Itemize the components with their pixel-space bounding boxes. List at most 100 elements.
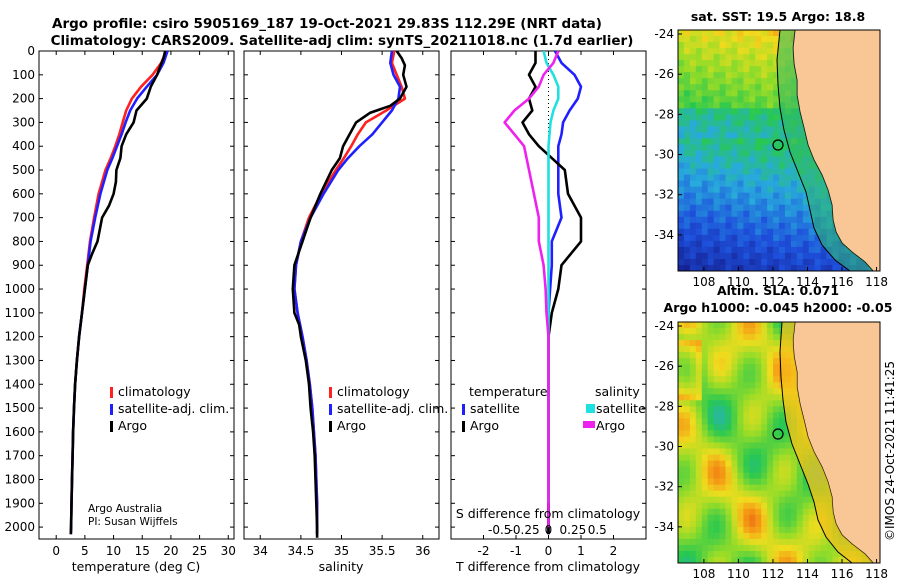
sst-map-frame <box>677 29 881 272</box>
sst-cell <box>773 150 780 158</box>
sst-cell <box>761 265 768 271</box>
sst-cell <box>790 174 798 182</box>
sla-cell <box>719 520 727 528</box>
sst-cell <box>683 114 691 121</box>
legend-label-climatology: climatology <box>337 384 410 399</box>
sst-cell <box>725 246 732 254</box>
sla-cell <box>784 436 792 444</box>
sst-cell <box>719 162 727 170</box>
sst-cell <box>707 198 715 206</box>
sst-cell <box>814 265 822 271</box>
sla-cell <box>773 478 780 486</box>
sla-cell <box>725 484 732 492</box>
sst-cell <box>695 259 703 266</box>
sla-cell <box>683 418 691 425</box>
sla-cell <box>701 496 709 504</box>
y-tick-label: 1500 <box>4 401 35 415</box>
sst-cell <box>701 246 709 254</box>
sla-cell <box>808 526 816 534</box>
sla-cell <box>743 520 750 528</box>
sst-cell <box>761 228 768 236</box>
sla-cell <box>689 544 697 552</box>
sla-cell <box>749 460 756 468</box>
sla-cell <box>713 496 721 504</box>
sst-cell <box>731 246 738 254</box>
sla-cell <box>808 551 816 558</box>
sst-cell <box>719 36 727 43</box>
sst-cell <box>683 180 691 188</box>
sst-cell <box>749 186 756 194</box>
sla-cell <box>713 328 721 335</box>
sst-cell <box>731 234 738 242</box>
sst-cell <box>737 234 744 242</box>
sla-cell <box>755 376 762 383</box>
sst-cell <box>713 60 721 67</box>
sla-cell <box>743 484 750 492</box>
sst-cell <box>707 90 715 97</box>
sst-cell <box>689 132 697 139</box>
map-x-tick-label: 112 <box>762 567 785 580</box>
sst-cell <box>796 234 804 242</box>
sst-cell <box>725 54 732 61</box>
sst-cell <box>695 246 703 254</box>
sst-cell <box>749 240 756 248</box>
sst-cell <box>779 222 786 230</box>
sst-cell <box>725 36 732 43</box>
sst-cell <box>689 252 697 260</box>
sst-cell <box>678 72 685 79</box>
sla-cell <box>773 436 780 444</box>
sst-cell <box>701 228 709 236</box>
sla-cell <box>731 490 738 498</box>
map-x-tick-label: 116 <box>831 275 854 289</box>
sla-cell <box>719 400 727 407</box>
sst-cell <box>695 240 703 248</box>
sst-cell <box>707 120 715 127</box>
sla-cell <box>695 424 703 431</box>
sst-cell <box>713 265 721 271</box>
sla-cell <box>731 376 738 383</box>
sst-cell <box>749 259 756 266</box>
sla-cell <box>749 490 756 498</box>
y-tick-label: 300 <box>12 115 35 129</box>
sst-cell <box>737 78 744 85</box>
sla-cell <box>737 496 744 504</box>
sla-cell <box>683 520 691 528</box>
sst-cell <box>749 216 756 224</box>
temperature-panel: 0100200300400500600700800900100011001200… <box>4 44 235 574</box>
sst-cell <box>719 138 727 145</box>
sla-cell <box>773 448 780 456</box>
sla-cell <box>761 532 768 540</box>
sst-cell <box>683 240 691 248</box>
x-tick-label: 2 <box>610 544 618 558</box>
sst-cell <box>707 72 715 79</box>
sst-cell <box>731 210 738 218</box>
sla-cell <box>701 442 709 450</box>
sst-cell <box>796 222 804 230</box>
sla-cell <box>743 532 750 540</box>
sst-cell <box>761 252 768 260</box>
sla-cell <box>749 358 756 365</box>
sla-cell <box>755 406 762 413</box>
sla-cell <box>796 478 804 486</box>
sla-cell <box>737 454 744 462</box>
sst-cell <box>731 48 738 55</box>
sst-cell <box>773 259 780 266</box>
sla-cell <box>755 388 762 395</box>
y-tick-label: 1000 <box>4 282 35 296</box>
sst-cell <box>707 84 715 91</box>
sla-cell <box>689 520 697 528</box>
sst-cell <box>755 90 762 97</box>
map-y-tick-label: -28 <box>654 399 674 413</box>
sst-cell <box>713 144 721 152</box>
sst-cell <box>695 180 703 188</box>
sla-cell <box>725 478 732 486</box>
sla-cell <box>689 496 697 504</box>
sla-cell <box>689 551 697 558</box>
sst-cell <box>701 138 709 145</box>
sst-cell <box>779 132 786 139</box>
sla-cell <box>725 328 732 335</box>
sst-cell <box>701 66 709 73</box>
sla-cell <box>683 352 691 359</box>
sla-cell <box>678 442 685 450</box>
sla-cell <box>725 340 732 347</box>
